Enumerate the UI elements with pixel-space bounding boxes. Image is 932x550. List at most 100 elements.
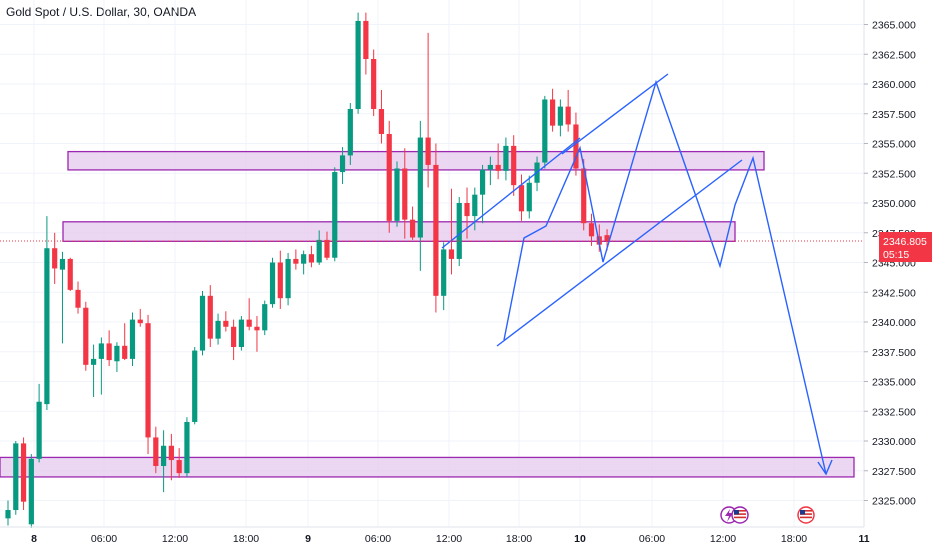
candle-body [581, 168, 587, 224]
candle-body [231, 326, 237, 347]
zone-rectangle[interactable] [67, 150, 765, 171]
candle-body [75, 289, 81, 308]
candle-body [487, 164, 493, 170]
candle-body [44, 248, 50, 405]
candle-body [479, 169, 486, 195]
candle-body [207, 295, 213, 339]
candle-body [363, 20, 369, 60]
candle-body [472, 194, 478, 217]
projection-path[interactable] [503, 79, 827, 475]
price-badge: 2346.805 05:15 [879, 232, 932, 262]
time-tick-label: 12:00 [162, 533, 188, 545]
candle-body [386, 133, 392, 221]
candle-body [339, 155, 346, 173]
candle-body [83, 307, 89, 365]
price-tick-label: 2335.000 [872, 377, 916, 389]
candle-body [20, 443, 27, 502]
candle-body [518, 185, 525, 212]
candle-body [161, 445, 167, 466]
price-tick-label: 2355.000 [872, 139, 916, 151]
candle-body [402, 168, 408, 220]
time-tick-label: 06:00 [639, 533, 665, 545]
price-tick-label: 2352.500 [872, 168, 916, 180]
time-tick-label: 06:00 [365, 533, 391, 545]
zones[interactable] [0, 150, 855, 478]
price-tick-label: 2357.500 [872, 109, 916, 121]
candle-body [316, 239, 322, 263]
candle-body [52, 248, 58, 269]
candle-body [106, 343, 112, 361]
candle-body [503, 145, 509, 171]
candle-body [347, 108, 353, 156]
zone-rectangle[interactable] [0, 456, 855, 478]
projection-arrow-head [817, 459, 833, 476]
zone-rectangle[interactable] [62, 221, 736, 242]
candle-body [137, 319, 143, 324]
candle-body [409, 219, 416, 238]
channel-upper-right-line[interactable] [561, 73, 669, 155]
time-tick-label: 11 [858, 533, 869, 545]
us-flag-icon[interactable] [731, 506, 749, 524]
candle-body [573, 124, 579, 169]
candle-body [59, 258, 66, 270]
channel-lower-line[interactable] [496, 159, 743, 347]
candle-body [176, 460, 182, 474]
candle-body [67, 258, 73, 290]
price-axis[interactable]: 2365.000 2362.500 2360.000 2357.500 2355.000… [863, 0, 916, 527]
price-tick-label: 2332.500 [872, 406, 916, 418]
price-tick-label: 2330.000 [872, 436, 916, 448]
candle-body [378, 108, 385, 134]
price-badge-countdown: 05:15 [883, 249, 909, 261]
candle-body [215, 320, 221, 339]
candle-body [122, 345, 128, 359]
us-flag-icon[interactable] [797, 506, 815, 524]
candle-body [526, 182, 532, 212]
time-tick-label: 06:00 [91, 533, 117, 545]
price-tick-label: 2325.000 [872, 496, 916, 508]
candle-body [324, 239, 330, 258]
time-tick-label: 10 [574, 533, 586, 545]
time-axis[interactable]: 8 06:00 12:00 18:00 9 06:00 12:00 18:00 10 06:00 1… [0, 526, 870, 545]
candle-body [542, 99, 548, 163]
time-tick-label: 12:00 [436, 533, 462, 545]
candle-body [588, 223, 595, 237]
candle-body [246, 319, 252, 327]
candle-body [604, 235, 610, 242]
price-tick-label: 2362.500 [872, 49, 916, 61]
candle-body [129, 319, 136, 359]
time-tick-label: 8 [31, 533, 37, 545]
candle-body [495, 164, 501, 171]
candle-body [308, 254, 315, 263]
candle-body [433, 164, 439, 296]
channel-upper-left-line[interactable] [441, 137, 581, 249]
candle-body [565, 106, 571, 125]
candle-body [28, 458, 34, 525]
candle-body [168, 445, 174, 461]
candle-body [355, 20, 361, 109]
candle-body [456, 203, 462, 259]
candle-body [192, 350, 198, 422]
candle-body [293, 258, 299, 264]
candle-body [441, 249, 447, 296]
candle-body [153, 437, 159, 466]
candle-body [254, 326, 260, 331]
candle-body [285, 258, 291, 299]
candle-body [511, 145, 517, 186]
price-tick-label: 2342.500 [872, 287, 916, 299]
price-tick-label: 2365.000 [872, 20, 916, 32]
candle-body [90, 358, 97, 365]
candle-body [269, 262, 276, 305]
grid [0, 0, 865, 527]
candle-body [36, 401, 42, 459]
price-tick-label: 2360.000 [872, 79, 916, 91]
event-icons[interactable] [720, 506, 815, 524]
candle-body [371, 59, 377, 109]
time-tick-label: 18:00 [233, 533, 259, 545]
candle-body [448, 249, 455, 259]
candle-body [98, 343, 104, 359]
candle-body [557, 106, 563, 126]
drawings[interactable] [441, 73, 833, 476]
candle-body [184, 421, 190, 474]
price-tick-label: 2340.000 [872, 317, 916, 329]
